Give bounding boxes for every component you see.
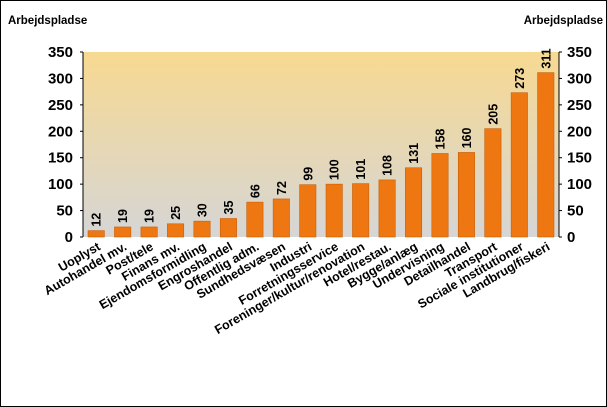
left-tick-label: 50 [56,203,73,220]
bar [193,220,211,238]
bar [378,179,396,238]
data-label: 35 [222,201,236,215]
bar [325,183,343,238]
left-axis-title: Arbejdspladse [8,15,87,27]
right-tick-label: 100 [567,176,592,193]
left-tick-label: 200 [48,123,73,140]
data-label: 158 [434,129,448,150]
data-label: 101 [354,159,368,180]
data-labels: 12 19 19 25 30 35 66 72 99 100 101 108 131 158 160 205 2… [90,48,554,226]
right-tick-label: 200 [567,123,592,140]
right-tick-label: 350 [567,44,592,61]
bar [457,152,475,238]
bar [484,128,502,238]
data-label: 205 [486,104,500,125]
bar [299,184,317,238]
right-tick-label: 50 [567,203,584,220]
right-tick-label: 150 [567,150,592,167]
bar [510,92,528,238]
right-tick-labels: 0 50 100 150 200 250 300 350 [559,44,592,246]
left-tick-label: 300 [48,70,73,87]
left-tick-label: 350 [48,44,73,61]
bar [272,198,290,238]
left-tick-label: 0 [65,229,73,246]
data-label: 72 [275,181,289,195]
left-tick-label: 250 [48,97,73,114]
data-label: 108 [381,155,395,176]
bar [219,218,237,238]
bars [87,72,555,238]
right-tick-label: 300 [567,70,592,87]
bar [352,183,370,238]
bar [405,167,423,238]
bar [87,230,105,238]
data-label: 19 [143,209,157,223]
right-tick-label: 0 [567,229,575,246]
data-label: 19 [116,209,130,223]
bar [140,226,158,238]
data-label: 273 [513,68,527,89]
data-label: 311 [539,48,553,68]
bar [246,201,264,238]
left-tick-labels: 0 50 100 150 200 250 300 350 [48,44,83,246]
data-label: 100 [328,159,342,180]
bar [114,226,132,238]
data-label: 99 [301,167,315,181]
bar [537,72,555,238]
right-tick-label: 250 [567,97,592,114]
data-label: 160 [460,128,474,149]
plot-area [83,52,559,237]
data-label: 131 [407,143,421,164]
bar [167,223,185,238]
bar [431,153,449,238]
left-tick-label: 100 [48,176,73,193]
data-label: 30 [196,203,210,217]
left-tick-label: 150 [48,150,73,167]
right-axis-title: Arbejdspladse [524,15,603,27]
data-label: 12 [90,213,104,227]
data-label: 66 [248,184,262,198]
data-label: 25 [169,206,183,220]
